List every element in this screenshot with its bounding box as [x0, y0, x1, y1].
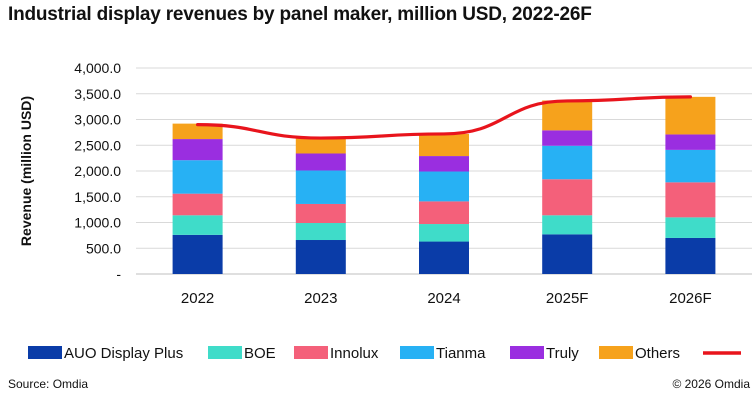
- x-axis-ticks: 2022 2023 2024 2025F 2026F: [181, 290, 712, 307]
- y-tick-label: 2,500.0: [74, 137, 121, 153]
- bar-segment-tianma: [419, 171, 469, 202]
- bar-segment-auo-display-plus: [665, 237, 716, 274]
- bar-stacks: [172, 96, 716, 274]
- y-tick-label: -: [116, 266, 121, 282]
- bar-segment-auo-display-plus: [419, 241, 469, 274]
- bar-segment-truly: [665, 134, 716, 150]
- bar-segment-tianma: [295, 170, 346, 204]
- bar-segment-auo-display-plus: [172, 234, 223, 274]
- bar-segment-boe: [665, 217, 716, 238]
- legend-swatch-innolux: [294, 346, 328, 359]
- bar-segment-truly: [419, 156, 469, 172]
- bar-segment-auo-display-plus: [295, 240, 346, 274]
- legend-swatch-tianma: [400, 346, 434, 359]
- bar-segment-innolux: [665, 182, 716, 218]
- chart-title: Industrial display revenues by panel mak…: [8, 4, 592, 25]
- legend-swatch-others: [599, 346, 633, 359]
- legend-swatch-boe: [208, 346, 242, 359]
- total-line-path: [196, 95, 692, 140]
- y-tick-label: 1,500.0: [74, 189, 121, 205]
- bar-segment-auo-display-plus: [542, 234, 593, 274]
- bar-segment-innolux: [542, 179, 593, 216]
- bar-segment-truly: [295, 153, 346, 171]
- legend: AUO Display Plus BOE Innolux Tianma Truly Oth…: [28, 345, 741, 362]
- bar-segment-boe: [172, 215, 223, 235]
- bar-segment-others: [172, 123, 223, 140]
- legend-label: Truly: [546, 345, 579, 362]
- bar-segment-boe: [419, 224, 469, 242]
- y-tick-label: 1,000.0: [74, 215, 121, 231]
- y-tick-label: 500.0: [86, 240, 121, 256]
- bar-segment-truly: [172, 139, 223, 161]
- y-axis-label: Revenue (million USD): [18, 96, 34, 246]
- y-tick-label: 3,000.0: [74, 112, 121, 128]
- legend-label: Innolux: [330, 345, 379, 362]
- legend-label: Others: [635, 345, 680, 362]
- bar-segment-others: [542, 100, 593, 131]
- bar-segment-innolux: [172, 193, 223, 216]
- legend-label: AUO Display Plus: [64, 345, 183, 362]
- bar-segment-boe: [542, 215, 593, 235]
- x-tick-label: 2026F: [669, 290, 712, 307]
- legend-swatch-truly: [510, 346, 544, 359]
- y-tick-label: 3,500.0: [74, 86, 121, 102]
- legend-swatch-auo-display-plus: [28, 346, 62, 359]
- x-tick-label: 2022: [181, 290, 214, 307]
- legend-label: Tianma: [436, 345, 486, 362]
- legend-label: BOE: [244, 345, 276, 362]
- bar-segment-boe: [295, 223, 346, 241]
- y-axis-ticks: - 500.0 1,000.0 1,500.0 2,000.0 2,500.0 3,000.…: [74, 60, 121, 282]
- bar-segment-truly: [542, 130, 593, 146]
- source-note: Source: Omdia: [8, 377, 89, 391]
- y-tick-label: 4,000.0: [74, 60, 121, 76]
- bar-segment-innolux: [295, 203, 346, 224]
- bar-segment-others: [419, 133, 469, 157]
- bar-segment-others: [295, 138, 346, 154]
- stacked-bar-chart: - 500.0 1,000.0 1,500.0 2,000.0 2,500.0 3,000.…: [18, 60, 752, 362]
- bar-segment-others: [665, 96, 716, 135]
- x-tick-label: 2025F: [546, 290, 589, 307]
- y-axis-label-group: Revenue (million USD): [18, 96, 34, 246]
- bar-segment-tianma: [542, 145, 593, 180]
- y-tick-label: 2,000.0: [74, 163, 121, 179]
- copyright-note: © 2026 Omdia: [672, 377, 750, 391]
- x-tick-label: 2024: [427, 290, 460, 307]
- x-tick-label: 2023: [304, 290, 337, 307]
- bar-segment-tianma: [172, 160, 223, 194]
- bar-segment-innolux: [419, 201, 469, 225]
- bar-segment-tianma: [665, 149, 716, 183]
- total-line: [196, 95, 692, 140]
